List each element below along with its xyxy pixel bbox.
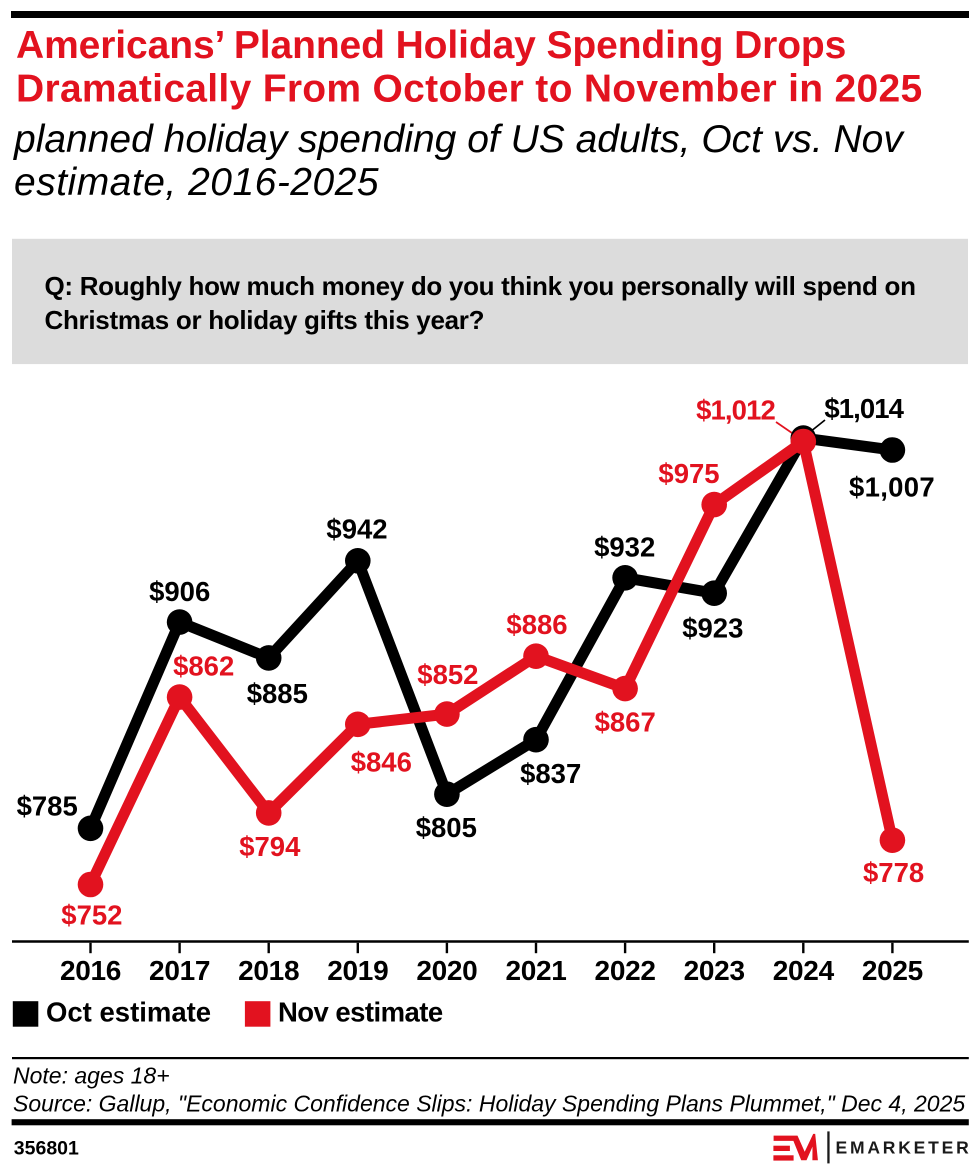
svg-text:$846: $846	[351, 746, 412, 777]
svg-text:Dramatically From October to N: Dramatically From October to November in…	[16, 68, 922, 111]
svg-text:estimate, 2016-2025: estimate, 2016-2025	[14, 161, 379, 204]
svg-text:2016: 2016	[60, 955, 121, 986]
svg-text:$886: $886	[506, 609, 567, 640]
svg-text:$778: $778	[863, 857, 924, 888]
svg-text:356801: 356801	[14, 1137, 79, 1159]
svg-text:2024: 2024	[773, 955, 835, 986]
svg-text:$906: $906	[149, 576, 210, 607]
svg-text:2017: 2017	[149, 955, 210, 986]
svg-text:$942: $942	[326, 514, 387, 545]
svg-text:planned holiday spending of US: planned holiday spending of US adults, O…	[13, 118, 905, 161]
svg-text:$1,007: $1,007	[849, 471, 935, 502]
svg-text:$805: $805	[416, 812, 477, 843]
svg-text:$837: $837	[520, 758, 581, 789]
svg-text:$923: $923	[682, 613, 743, 644]
svg-text:EMARKETER: EMARKETER	[836, 1137, 972, 1157]
svg-text:$752: $752	[61, 900, 122, 931]
svg-text:2023: 2023	[684, 955, 745, 986]
svg-text:$885: $885	[247, 678, 308, 709]
svg-text:$975: $975	[658, 458, 719, 489]
svg-text:2018: 2018	[238, 955, 299, 986]
svg-text:$867: $867	[595, 707, 656, 738]
svg-text:Source: Gallup, "Economic Conf: Source: Gallup, "Economic Confidence Sli…	[13, 1091, 965, 1117]
svg-text:Americans’ Planned Holiday Spe: Americans’ Planned Holiday Spending Drop…	[16, 24, 846, 67]
svg-text:$785: $785	[17, 790, 78, 821]
svg-text:$1,014: $1,014	[824, 393, 904, 424]
svg-text:2025: 2025	[862, 955, 923, 986]
svg-text:2020: 2020	[416, 955, 477, 986]
svg-text:2022: 2022	[595, 955, 656, 986]
svg-text:Q: Roughly how much money do y: Q: Roughly how much money do you think y…	[45, 271, 916, 301]
svg-text:2021: 2021	[505, 955, 566, 986]
svg-text:Nov estimate: Nov estimate	[278, 997, 443, 1028]
svg-text:Christmas or holiday gifts thi: Christmas or holiday gifts this year?	[45, 305, 485, 335]
svg-text:Oct estimate: Oct estimate	[46, 997, 211, 1028]
svg-text:Note: ages 18+: Note: ages 18+	[13, 1063, 170, 1089]
svg-text:$1,012: $1,012	[696, 394, 775, 425]
svg-text:$794: $794	[239, 831, 301, 862]
svg-text:$932: $932	[594, 531, 655, 562]
svg-text:2019: 2019	[327, 955, 388, 986]
svg-text:$862: $862	[173, 650, 234, 681]
svg-text:$852: $852	[417, 659, 478, 690]
